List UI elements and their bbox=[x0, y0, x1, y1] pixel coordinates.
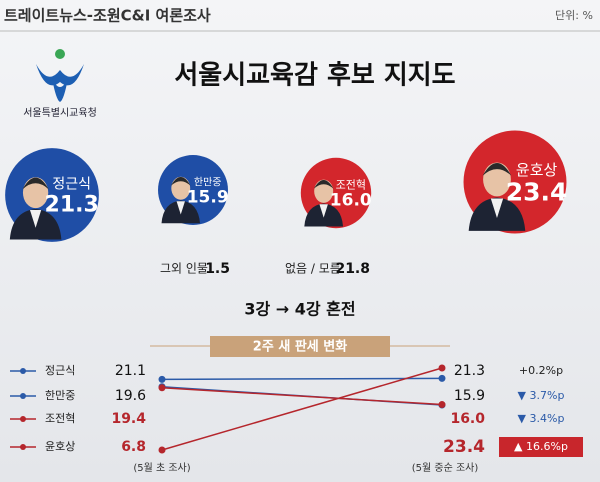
candidate-value: 21.3 bbox=[45, 192, 99, 217]
logo-text: 서울특별시교육청 bbox=[23, 107, 97, 119]
candidate-value: 16.0 bbox=[330, 191, 372, 211]
slope-line bbox=[161, 387, 443, 406]
value-label: 23.4 bbox=[443, 437, 485, 457]
candidate-value: 15.9 bbox=[187, 188, 229, 208]
portrait-hair bbox=[313, 179, 334, 189]
title: 서울시교육감 후보 지지도 bbox=[174, 61, 455, 91]
legend-label: 윤호상 bbox=[45, 440, 75, 453]
portrait-shirt bbox=[29, 209, 42, 228]
candidate-name: 정근식 bbox=[52, 177, 91, 193]
source: 트레이트뉴스-조원C&I 여론조사 bbox=[4, 7, 211, 25]
change-label: ▼ 3.4%p bbox=[518, 412, 565, 425]
slope-dot bbox=[158, 384, 166, 392]
legend-label: 정근식 bbox=[45, 364, 75, 377]
change-box bbox=[499, 437, 583, 457]
legend-dot bbox=[20, 416, 26, 422]
other-value: 1.5 bbox=[205, 261, 230, 277]
x-category: (5월 초 조사) bbox=[133, 462, 190, 474]
other-label: 그외 인물 bbox=[160, 262, 208, 276]
portrait-hair bbox=[482, 162, 512, 176]
portrait-hair bbox=[170, 177, 191, 186]
slope-dot bbox=[158, 446, 166, 454]
headline: 3강 → 4강 혼전 bbox=[244, 300, 355, 319]
slope-dot bbox=[158, 375, 166, 383]
value-label: 21.3 bbox=[454, 363, 485, 379]
candidate-name: 한만중 bbox=[194, 176, 222, 188]
slope-dot bbox=[438, 374, 446, 382]
candidate-name: 윤호상 bbox=[516, 161, 558, 179]
portrait-shirt bbox=[319, 204, 328, 218]
portrait-shirt bbox=[176, 201, 185, 215]
candidate-name: 조전혁 bbox=[336, 178, 366, 191]
portrait-shirt bbox=[490, 198, 504, 219]
x-category: (5월 중순 조사) bbox=[412, 462, 479, 474]
slope-dot bbox=[438, 364, 446, 372]
change-label: ▼ 3.7%p bbox=[518, 389, 565, 402]
slope-line bbox=[161, 367, 443, 451]
value-label: 15.9 bbox=[454, 388, 485, 404]
portrait-face bbox=[171, 176, 191, 200]
other-value: 21.8 bbox=[335, 261, 370, 277]
legend-dot bbox=[20, 368, 26, 374]
legend-dot bbox=[20, 393, 26, 399]
change-label: +0.2%p bbox=[519, 364, 563, 377]
legend-label: 한만중 bbox=[45, 389, 75, 402]
portrait-face bbox=[22, 177, 49, 209]
slope-line bbox=[161, 377, 443, 381]
other-label: 없음 / 모름 bbox=[285, 262, 341, 276]
value-label: 19.4 bbox=[111, 411, 146, 427]
chart-title: 2주 새 판세 변화 bbox=[253, 339, 347, 355]
legend-label: 조전혁 bbox=[45, 412, 75, 425]
legend-dot bbox=[20, 444, 26, 450]
value-label: 21.1 bbox=[115, 363, 146, 379]
change-label: ▲ 16.6%p bbox=[514, 440, 568, 453]
portrait-face bbox=[314, 179, 334, 203]
portrait-face bbox=[483, 162, 511, 197]
value-label: 19.6 bbox=[115, 388, 146, 404]
candidate-value: 23.4 bbox=[506, 177, 568, 206]
unit: 단위: % bbox=[555, 9, 593, 22]
logo bbox=[36, 49, 84, 102]
banner bbox=[210, 336, 390, 357]
slope-dot bbox=[438, 401, 446, 409]
value-label: 6.8 bbox=[121, 439, 146, 455]
portrait-hair bbox=[22, 177, 49, 190]
value-label: 16.0 bbox=[450, 411, 485, 427]
